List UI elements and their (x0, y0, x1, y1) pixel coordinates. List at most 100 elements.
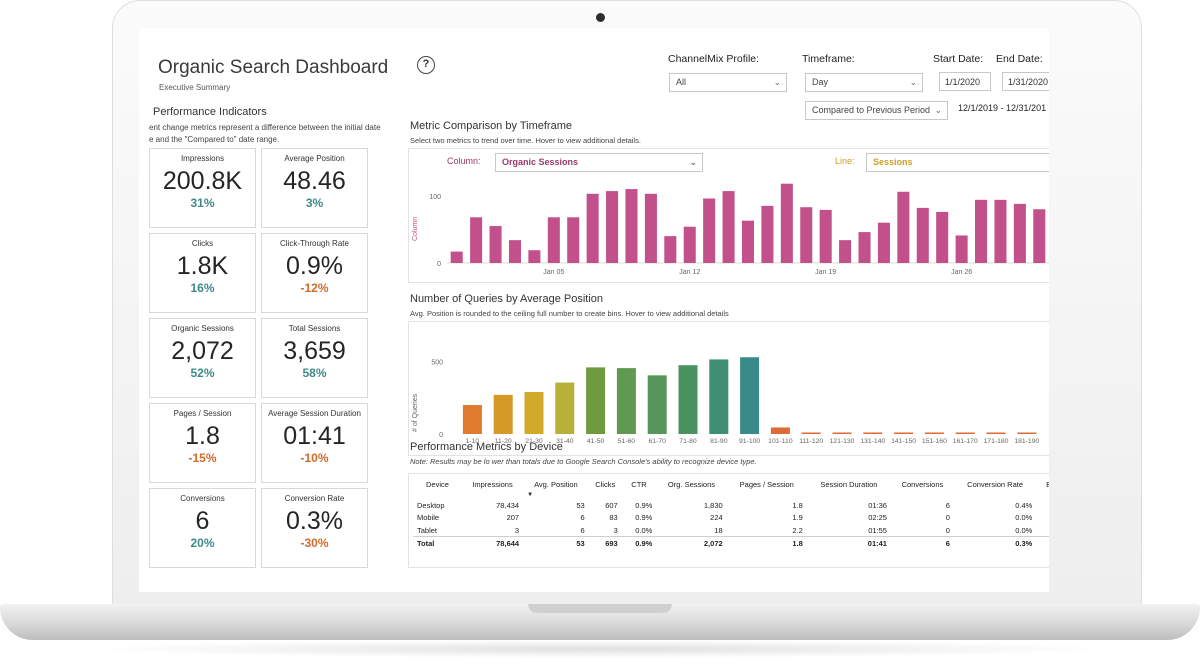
table-row[interactable]: Desktop 78,434 53 607 0.9% 1,830 1.8 01:36 6 0.4%… (413, 499, 1049, 512)
bar-position-181-190[interactable] (1017, 432, 1037, 435)
kpi-value: 1.8 (185, 422, 220, 450)
bar-position-141-150[interactable] (894, 432, 914, 435)
x-tick-label: Jan 19 (815, 269, 836, 276)
bar-day-1[interactable] (450, 251, 463, 263)
kpi-card-organic-sessions[interactable]: Organic Sessions 2,072 52% (149, 318, 256, 398)
bar-day-10[interactable] (625, 189, 638, 263)
bar-day-12[interactable] (664, 236, 677, 263)
bar-day-13[interactable] (683, 226, 696, 263)
bar-day-7[interactable] (567, 217, 580, 263)
bar-position-131-140[interactable] (863, 432, 883, 435)
metric-comparison-chart[interactable]: 0 100 Jan 05 Jan 12 Jan 19 Jan 26 (409, 149, 1049, 284)
bar-position-21-30[interactable] (524, 392, 544, 434)
bar-position-101-110[interactable] (770, 427, 790, 434)
bar-position-1-10[interactable] (462, 405, 482, 434)
bar-day-14[interactable] (703, 198, 716, 263)
bar-position-121-130[interactable] (832, 432, 852, 435)
table-header-cell[interactable]: Clicks (595, 480, 616, 489)
table-header-cell[interactable]: Impressions (472, 480, 513, 489)
bar-day-11[interactable] (644, 193, 657, 263)
laptop-shadow (80, 640, 1120, 658)
bar-day-8[interactable] (586, 193, 599, 263)
bar-day-29[interactable] (994, 199, 1007, 263)
x-tick-label: Jan 26 (951, 269, 972, 276)
table-cell: 1.9 (792, 513, 803, 523)
bar-position-151-160[interactable] (924, 432, 944, 435)
bar-day-22[interactable] (858, 232, 871, 263)
bar-day-28[interactable] (975, 199, 988, 263)
table-header-cell[interactable]: Avg. Position (534, 480, 578, 489)
table-header-cell[interactable]: Device (425, 480, 449, 489)
kpi-card-total-sessions[interactable]: Total Sessions 3,659 58% (261, 318, 368, 398)
bar-day-3[interactable] (489, 226, 502, 263)
queries-panel: # of Queries 0 500 1-10 11-20 21-30 31-40 41-5… (408, 321, 1049, 456)
kpi-card-clicks[interactable]: Clicks 1.8K 16% (149, 233, 256, 313)
table-cell: 72.0 (1036, 536, 1049, 549)
table-header-cell[interactable]: Conversion Rate (967, 480, 1024, 489)
column-dropdown[interactable]: Organic Sessions ⌄ (495, 153, 703, 172)
bar-position-61-70[interactable] (647, 375, 667, 434)
sort-desc-icon[interactable]: ▼ (527, 491, 534, 498)
profile-dropdown[interactable]: All ⌄ (669, 73, 787, 92)
table-header-cell[interactable]: Conversions (901, 480, 944, 489)
bar-day-17[interactable] (761, 205, 774, 263)
start-date-input[interactable]: 1/1/2020 (939, 72, 991, 91)
bar-position-161-170[interactable] (955, 432, 975, 435)
bar-day-30[interactable] (1013, 203, 1026, 263)
kpi-change: 58% (302, 366, 327, 380)
bar-day-19[interactable] (800, 207, 813, 263)
table-total-row[interactable]: Total78,644536930.9%2,0721.801:4160.3%72… (413, 536, 1049, 549)
kpi-card-conversions[interactable]: Conversions 6 20% (149, 488, 256, 568)
bar-position-51-60[interactable] (616, 368, 636, 434)
bar-position-91-100[interactable] (740, 357, 760, 434)
timeframe-dropdown[interactable]: Day ⌄ (805, 73, 923, 92)
bar-position-81-90[interactable] (709, 359, 729, 434)
end-date-input[interactable]: 1/31/2020 (1002, 72, 1049, 91)
table-header-cell[interactable]: Bounce Ra (1036, 480, 1049, 490)
help-icon[interactable]: ? (417, 56, 435, 74)
bar-position-31-40[interactable] (555, 382, 575, 434)
bar-day-5[interactable] (528, 250, 541, 263)
bar-position-11-20[interactable] (493, 394, 513, 434)
bar-day-21[interactable] (839, 240, 852, 263)
bar-day-26[interactable] (936, 211, 949, 263)
bar-day-15[interactable] (722, 191, 735, 263)
kpi-value: 200.8K (162, 167, 243, 195)
compare-dropdown[interactable]: Compared to Previous Period ⌄ (805, 101, 948, 120)
bar-day-16[interactable] (741, 220, 755, 263)
kpi-card-conversion-rate[interactable]: Conversion Rate 0.3% -30% (261, 488, 368, 568)
kpi-card-average-position[interactable]: Average Position 48.46 3% (261, 148, 368, 228)
bar-position-41-50[interactable] (586, 367, 606, 434)
bar-day-6[interactable] (547, 217, 560, 263)
bar-day-25[interactable] (916, 207, 929, 263)
compare-range-text: 12/1/2019 - 12/31/201 (958, 103, 1047, 113)
x-tick-label: 71-80 (679, 438, 697, 445)
table-header-cell[interactable]: Pages / Session (739, 480, 794, 489)
table-header-cell[interactable]: Org. Sessions (667, 480, 716, 489)
profile-label: ChannelMix Profile: (668, 53, 760, 65)
x-tick-label: 161-170 (953, 438, 978, 445)
bar-day-31[interactable] (1033, 209, 1046, 263)
bar-day-24[interactable] (897, 191, 910, 263)
bar-day-20[interactable] (819, 209, 832, 263)
kpi-card-click-through-rate[interactable]: Click-Through Rate 0.9% -12% (261, 233, 368, 313)
bar-position-71-80[interactable] (678, 365, 698, 434)
bar-day-23[interactable] (877, 222, 890, 263)
bar-position-171-180[interactable] (986, 432, 1006, 435)
kpi-card-impressions[interactable]: Impressions 200.8K 31% (149, 148, 256, 228)
kpi-card-average-session-duration[interactable]: Average Session Duration 01:41 -10% (261, 403, 368, 483)
bar-day-27[interactable] (955, 235, 968, 263)
kpi-card-pages-session[interactable]: Pages / Session 1.8 -15% (149, 403, 256, 483)
table-header-cell[interactable]: Session Duration (820, 480, 878, 489)
queries-chart[interactable]: 0 500 1-10 11-20 21-30 31-40 41-50 51-60 61-70 71… (409, 322, 1049, 457)
line-dropdown[interactable]: Sessions (866, 153, 1049, 172)
bar-day-9[interactable] (606, 191, 619, 263)
chevron-down-icon: ⌄ (689, 157, 697, 167)
table-header-cell[interactable]: CTR (631, 480, 647, 489)
table-row[interactable]: Mobile 207 6 83 0.9% 224 1.9 02:25 0 0.0%66.1 (413, 512, 1049, 525)
bar-day-2[interactable] (470, 217, 483, 263)
bar-day-4[interactable] (508, 240, 521, 263)
bar-position-111-120[interactable] (801, 432, 821, 435)
bar-day-18[interactable] (780, 183, 793, 263)
